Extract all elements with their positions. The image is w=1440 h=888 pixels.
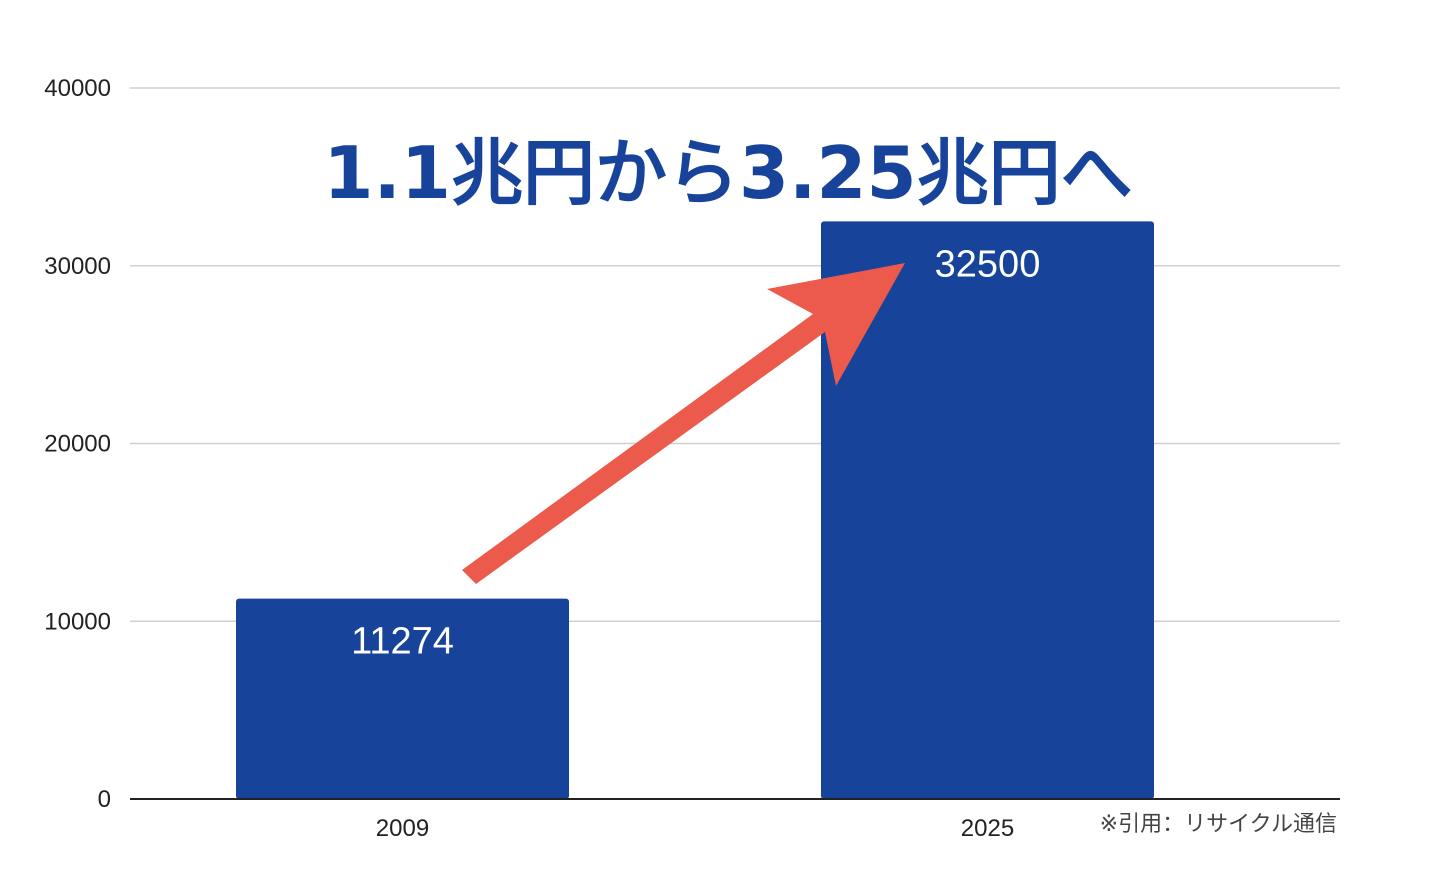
y-axis-tick-labels: 0 10000 20000 30000 40000	[44, 75, 111, 813]
source-note: ※引用：リサイクル通信	[1100, 812, 1337, 837]
trend-arrow-icon	[462, 263, 905, 584]
data-labels: 11274 32500	[351, 243, 1040, 662]
x-tick-label: 2025	[961, 815, 1014, 842]
y-tick-label: 0	[98, 786, 111, 813]
y-tick-label: 10000	[44, 608, 111, 635]
x-tick-label: 2009	[376, 815, 429, 842]
bars	[236, 221, 1154, 799]
y-tick-label: 30000	[44, 253, 111, 280]
y-tick-label: 20000	[44, 431, 111, 458]
data-label-2025: 32500	[935, 243, 1041, 285]
x-axis-tick-labels: 2009 2025	[376, 815, 1014, 842]
bar-2025	[821, 221, 1154, 799]
data-label-2009: 11274	[351, 621, 454, 663]
growth-arrow	[462, 263, 905, 584]
bar-2009	[236, 598, 569, 799]
headline-annotation: 1.1兆円から3.25兆円へ	[323, 131, 1132, 215]
y-tick-label: 40000	[44, 75, 111, 102]
